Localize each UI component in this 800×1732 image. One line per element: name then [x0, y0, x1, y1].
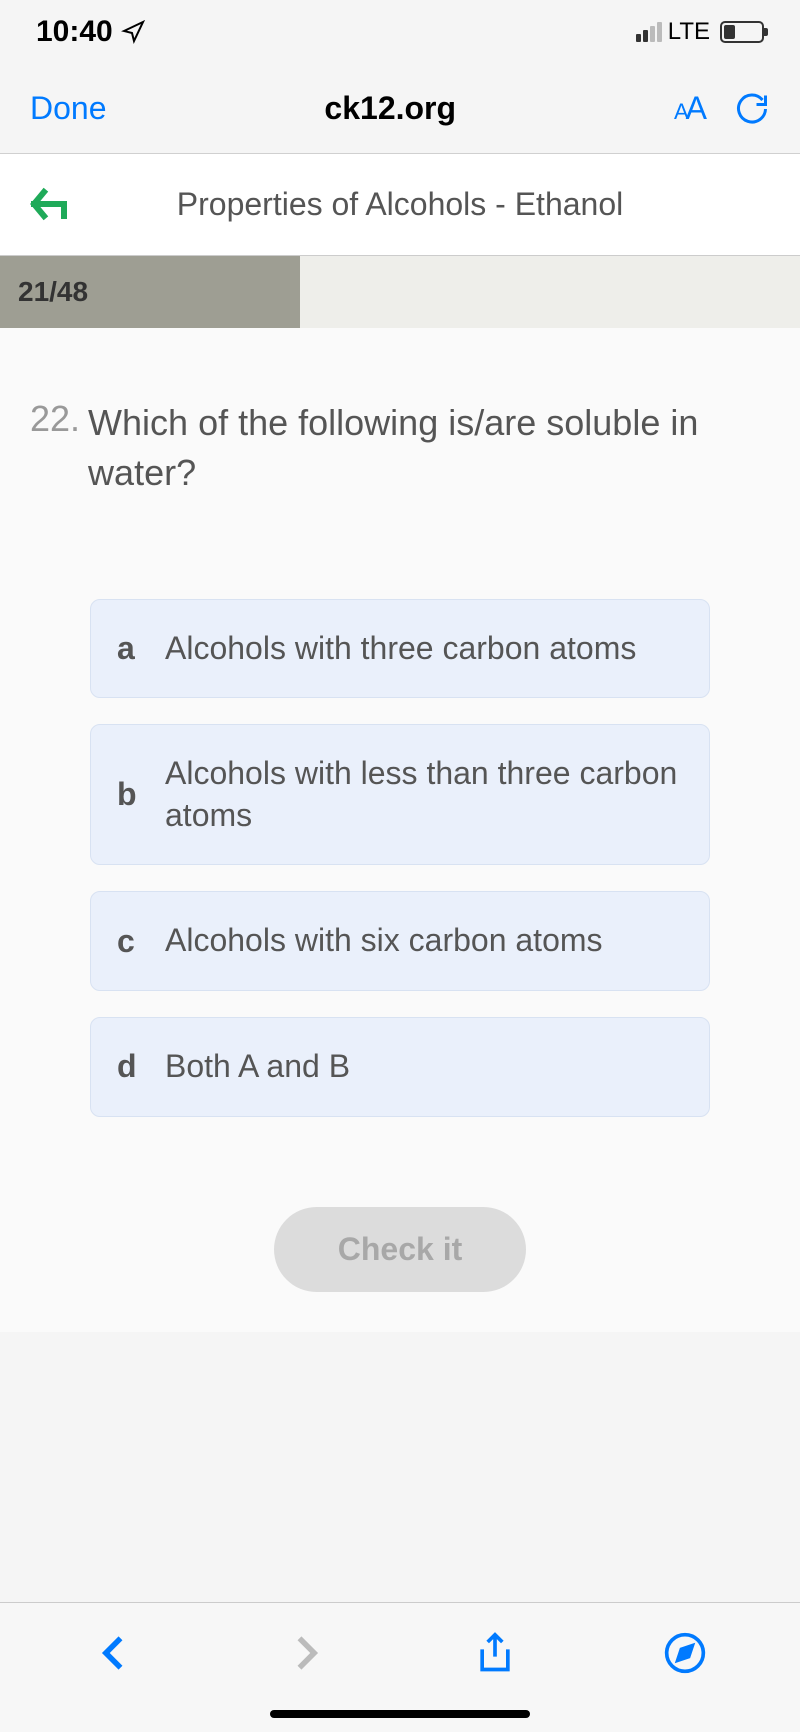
status-right: LTE [636, 18, 764, 46]
browser-right-controls: AA [674, 90, 770, 127]
status-bar: 10:40 LTE [0, 0, 800, 64]
nav-forward-icon [283, 1631, 327, 1675]
compass-icon[interactable] [663, 1631, 707, 1675]
nav-back-icon[interactable] [93, 1631, 137, 1675]
question-number: 22. [30, 398, 80, 499]
status-time: 10:40 [36, 15, 113, 49]
back-arrow-icon[interactable] [30, 186, 74, 222]
option-c[interactable]: c Alcohols with six carbon atoms [90, 891, 710, 991]
option-text: Alcohols with less than three carbon ato… [165, 753, 683, 836]
progress-label: 21/48 [18, 276, 88, 308]
option-text: Alcohols with three carbon atoms [165, 628, 636, 670]
option-letter: d [117, 1048, 141, 1085]
text-size-button[interactable]: AA [674, 90, 704, 127]
share-icon[interactable] [473, 1631, 517, 1675]
check-button[interactable]: Check it [274, 1207, 526, 1292]
option-d[interactable]: d Both A and B [90, 1017, 710, 1117]
option-b[interactable]: b Alcohols with less than three carbon a… [90, 724, 710, 865]
question: 22. Which of the following is/are solubl… [30, 398, 770, 499]
option-a[interactable]: a Alcohols with three carbon atoms [90, 599, 710, 699]
battery-icon [720, 21, 764, 43]
refresh-icon[interactable] [734, 91, 770, 127]
status-left: 10:40 [36, 15, 145, 49]
check-button-wrap: Check it [30, 1207, 770, 1292]
question-text: Which of the following is/are soluble in… [88, 398, 770, 499]
option-text: Both A and B [165, 1046, 350, 1088]
question-content: 22. Which of the following is/are solubl… [0, 328, 800, 1332]
lesson-title: Properties of Alcohols - Ethanol [74, 182, 770, 227]
option-letter: b [117, 776, 141, 813]
browser-toolbar: Done ck12.org AA [0, 64, 800, 154]
progress-bar: 21/48 [0, 256, 800, 328]
option-letter: c [117, 923, 141, 960]
progress-fill: 21/48 [0, 256, 300, 328]
home-indicator[interactable] [270, 1710, 530, 1718]
answer-options: a Alcohols with three carbon atoms b Alc… [30, 599, 770, 1117]
lesson-header: Properties of Alcohols - Ethanol [0, 154, 800, 256]
signal-icon [636, 22, 662, 42]
location-icon [121, 20, 145, 44]
option-letter: a [117, 630, 141, 667]
done-button[interactable]: Done [30, 90, 107, 127]
option-text: Alcohols with six carbon atoms [165, 920, 603, 962]
bottom-toolbar [0, 1602, 800, 1732]
url-label[interactable]: ck12.org [324, 90, 456, 127]
network-label: LTE [668, 18, 710, 46]
